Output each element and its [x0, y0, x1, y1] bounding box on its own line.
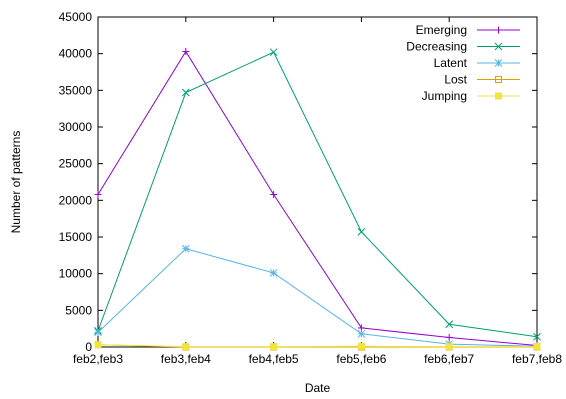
- legend: Emerging Decreasing Latent Lost Jumping: [406, 23, 520, 103]
- legend-label: Jumping: [422, 89, 467, 103]
- legend-entry-lost: Lost: [444, 73, 520, 87]
- series-layer: [94, 47, 541, 351]
- data-point-decreasing: [181, 88, 190, 97]
- legend-label: Emerging: [416, 23, 467, 37]
- legend-entry-jumping: Jumping: [422, 89, 520, 103]
- legend-label: Latent: [434, 56, 468, 70]
- series-line-latent: [97, 248, 538, 347]
- y-axis: 0 5000 10000 15000 20000 25000 30000 35000 40000…: [59, 10, 537, 354]
- data-point-decreasing: [533, 332, 541, 341]
- x-tick-label: feb2,feb3: [73, 352, 123, 366]
- legend-marker: [494, 42, 503, 51]
- data-point-latent: [269, 269, 278, 277]
- data-point-emerging: [357, 324, 365, 332]
- data-point-latent: [181, 244, 190, 253]
- data-point-jumping: [445, 343, 453, 351]
- x-tick-label: feb5,feb6: [336, 352, 386, 366]
- y-axis-label: Number of patterns: [9, 131, 23, 234]
- data-point-decreasing: [357, 228, 366, 236]
- data-point-decreasing: [269, 48, 278, 57]
- plot-frame: [97, 16, 538, 348]
- x-tick-label: feb7,feb8: [512, 352, 562, 366]
- legend-entry-decreasing: Decreasing: [406, 40, 520, 54]
- series-line-emerging: [97, 50, 538, 347]
- legend-label: Decreasing: [406, 40, 467, 54]
- y-tick-label: 40000: [59, 47, 93, 61]
- series-decreasing: [94, 48, 541, 341]
- legend-marker: [495, 26, 502, 34]
- y-tick-label: 15000: [59, 230, 93, 244]
- legend-marker: [495, 92, 502, 100]
- y-tick-label: 5000: [65, 303, 92, 317]
- y-tick-label: 25000: [59, 157, 93, 171]
- y-tick-label: 10000: [59, 267, 93, 281]
- series-jumping: [94, 341, 541, 351]
- y-tick-label: 30000: [59, 120, 93, 134]
- data-point-emerging: [94, 190, 102, 198]
- series-line-decreasing: [97, 51, 538, 338]
- data-point-emerging: [182, 47, 190, 55]
- data-point-jumping: [357, 342, 365, 350]
- legend-marker: [494, 59, 503, 67]
- y-tick-label: 20000: [59, 193, 93, 207]
- x-axis-label: Date: [305, 381, 331, 395]
- x-tick-label: feb4,feb5: [249, 352, 299, 366]
- x-tick-label: feb3,feb4: [161, 352, 211, 366]
- data-point-jumping: [94, 341, 102, 349]
- data-point-emerging: [270, 190, 278, 198]
- legend-entry-emerging: Emerging: [416, 23, 520, 37]
- data-point-emerging: [445, 333, 453, 341]
- data-point-jumping: [533, 343, 541, 351]
- data-point-latent: [94, 328, 102, 337]
- data-point-decreasing: [445, 320, 454, 329]
- legend-marker: [495, 76, 502, 83]
- legend-label: Lost: [444, 73, 467, 87]
- series-line-jumping: [97, 344, 537, 348]
- x-tick-label: feb6,feb7: [424, 352, 474, 366]
- data-point-jumping: [182, 343, 190, 351]
- y-tick-label: 35000: [59, 83, 93, 97]
- data-point-jumping: [270, 343, 278, 351]
- x-axis: feb2,feb3 feb3,feb4 feb4,feb5 feb5,feb6 feb6…: [73, 17, 562, 366]
- y-tick-label: 45000: [59, 10, 93, 24]
- legend-entry-latent: Latent: [434, 56, 520, 70]
- y-tick-label: 0: [85, 340, 92, 354]
- data-point-latent: [357, 329, 366, 338]
